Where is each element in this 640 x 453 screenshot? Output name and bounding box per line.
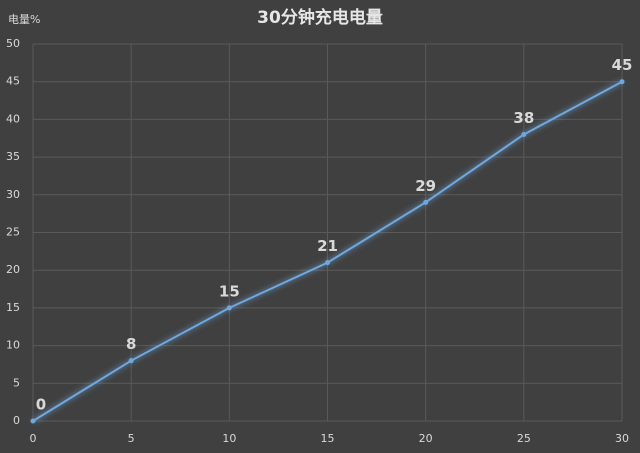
x-tick-label: 0 <box>30 432 37 445</box>
y-tick-label: 0 <box>13 414 20 427</box>
data-point <box>423 199 429 205</box>
data-point <box>226 305 232 311</box>
x-tick-label: 30 <box>615 432 629 445</box>
x-tick-label: 25 <box>517 432 531 445</box>
data-point <box>619 79 625 85</box>
y-axis-label: 电量% <box>8 13 40 26</box>
chart-title: 30分钟充电电量 <box>257 7 383 28</box>
x-tick-label: 5 <box>128 432 135 445</box>
data-point <box>325 260 330 266</box>
y-tick-label: 25 <box>6 226 20 239</box>
y-tick-label: 5 <box>13 376 20 389</box>
x-tick-label: 15 <box>321 432 335 445</box>
data-point <box>521 131 527 137</box>
x-tick-label: 20 <box>419 432 433 445</box>
data-point <box>30 418 36 424</box>
x-tick-label: 10 <box>222 432 236 445</box>
y-tick-label: 35 <box>6 150 20 163</box>
y-tick-label: 10 <box>6 339 20 352</box>
y-tick-label: 20 <box>6 263 20 276</box>
data-label: 29 <box>415 177 436 195</box>
data-label: 21 <box>317 237 338 255</box>
data-label: 15 <box>219 282 240 300</box>
data-label: 45 <box>612 56 633 74</box>
data-label: 0 <box>36 396 46 414</box>
data-label: 8 <box>126 335 136 353</box>
y-tick-label: 40 <box>6 112 20 125</box>
y-tick-label: 45 <box>6 75 20 88</box>
y-tick-label: 50 <box>6 37 20 50</box>
data-label: 38 <box>513 109 534 127</box>
data-point <box>128 358 134 364</box>
y-tick-label: 30 <box>6 188 20 201</box>
y-tick-label: 15 <box>6 301 20 314</box>
